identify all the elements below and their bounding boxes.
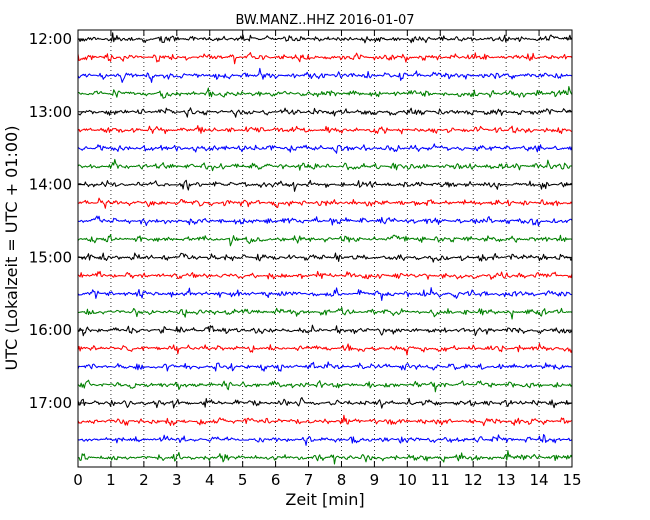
x-tick-label: 11 xyxy=(431,471,450,489)
x-tick-label: 3 xyxy=(172,471,182,489)
seismic-traces xyxy=(77,32,573,465)
chart-title: BW.MANZ..HHZ 2016-01-07 xyxy=(235,13,414,28)
x-tick-label: 14 xyxy=(530,471,549,489)
seismic-trace xyxy=(77,397,573,409)
x-tick-label: 13 xyxy=(497,471,516,489)
y-axis-label: UTC (Lokalzeit = UTC + 01:00) xyxy=(2,126,21,371)
y-tick-label: 13:00 xyxy=(29,103,72,121)
x-tick-label: 6 xyxy=(271,471,281,489)
x-tick-label: 8 xyxy=(337,471,347,489)
seismic-trace xyxy=(77,252,573,263)
seismic-trace xyxy=(77,215,573,227)
seismic-trace xyxy=(77,179,573,192)
x-axis-ticks: 0 1 2 3 4 5 6 7 8 9 10 11 12 13 14 15 xyxy=(73,30,582,489)
y-tick-label: 17:00 xyxy=(29,394,72,412)
x-tick-label: 10 xyxy=(398,471,417,489)
grid-lines xyxy=(110,30,540,467)
x-tick-label: 12 xyxy=(464,471,483,489)
x-tick-label: 1 xyxy=(106,471,116,489)
seismic-trace xyxy=(77,52,573,65)
seismic-trace xyxy=(77,324,573,337)
y-tick-label: 16:00 xyxy=(29,321,72,339)
seismic-trace xyxy=(77,361,573,372)
y-axis-ticks: 12:00 13:00 14:00 15:00 16:00 17:00 xyxy=(29,30,572,412)
x-tick-label: 2 xyxy=(139,471,149,489)
plot-frame xyxy=(77,29,573,468)
x-tick-label: 4 xyxy=(205,471,215,489)
seismic-trace xyxy=(77,197,573,209)
seismic-trace xyxy=(77,433,573,446)
x-tick-label: 5 xyxy=(238,471,248,489)
seismic-trace xyxy=(77,342,573,356)
seismic-trace xyxy=(77,414,573,427)
y-tick-label: 12:00 xyxy=(29,30,72,48)
x-tick-label: 9 xyxy=(370,471,380,489)
y-tick-label: 14:00 xyxy=(29,176,72,194)
x-axis-label: Zeit [min] xyxy=(285,490,364,509)
seismic-trace xyxy=(77,32,573,44)
x-tick-label: 15 xyxy=(562,471,581,489)
seismic-trace xyxy=(77,270,573,280)
seismic-trace xyxy=(77,86,573,99)
x-tick-label: 7 xyxy=(304,471,314,489)
seismic-trace xyxy=(77,379,573,393)
x-tick-label: 0 xyxy=(73,471,83,489)
seismic-trace xyxy=(77,233,573,247)
seismic-trace xyxy=(77,307,573,320)
seismic-trace xyxy=(77,125,573,135)
seismic-trace xyxy=(77,287,573,302)
plot-area xyxy=(78,30,572,467)
seismic-trace xyxy=(77,107,573,118)
seismic-trace xyxy=(77,143,573,154)
seismic-trace xyxy=(77,158,573,172)
seismic-trace xyxy=(77,450,573,465)
y-tick-label: 15:00 xyxy=(29,248,72,266)
seismic-trace xyxy=(77,67,573,83)
